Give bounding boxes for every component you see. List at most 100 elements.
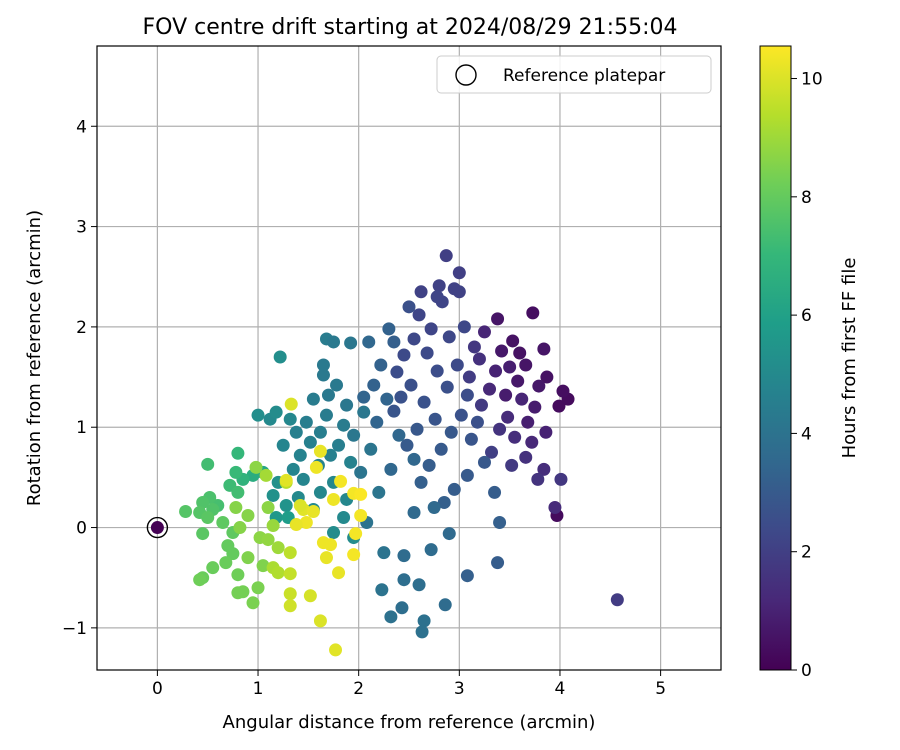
data-point: [537, 462, 551, 476]
data-point: [464, 432, 478, 446]
data-point: [266, 488, 280, 502]
data-point: [354, 509, 368, 523]
data-point: [438, 598, 452, 612]
data-point: [323, 448, 337, 462]
data-point: [269, 405, 283, 419]
data-point: [354, 487, 368, 501]
data-point: [493, 516, 507, 530]
data-point: [472, 352, 486, 366]
data-point: [319, 408, 333, 422]
data-point: [309, 460, 323, 474]
data-point: [532, 379, 546, 393]
data-point: [283, 599, 297, 613]
data-point: [397, 549, 411, 563]
data-point: [286, 462, 300, 476]
x-tick-label: 4: [555, 679, 566, 699]
data-point: [283, 567, 297, 581]
data-point: [539, 425, 553, 439]
data-point: [279, 473, 293, 487]
data-point: [347, 428, 361, 442]
data-point: [444, 425, 458, 439]
data-point: [412, 578, 426, 592]
data-point: [495, 344, 509, 358]
data-point: [334, 474, 348, 488]
data-point: [432, 279, 446, 293]
data-point: [231, 568, 245, 582]
data-point: [390, 365, 404, 379]
data-point: [303, 435, 317, 449]
data-point: [364, 442, 378, 456]
data-point: [489, 364, 503, 378]
data-point: [337, 511, 351, 525]
colorbar-tick-label: 2: [801, 543, 812, 563]
x-tick-label: 2: [353, 679, 364, 699]
data-point: [422, 458, 436, 472]
legend-box: [436, 55, 712, 94]
data-point: [417, 614, 431, 628]
data-point: [400, 438, 414, 452]
data-point: [340, 398, 354, 412]
data-point: [284, 397, 298, 411]
data-point: [179, 504, 193, 518]
data-point: [384, 462, 398, 476]
data-point: [392, 428, 406, 442]
reference-point: [150, 521, 164, 535]
data-point: [506, 334, 520, 348]
data-point: [525, 435, 539, 449]
data-point: [491, 312, 505, 326]
data-point: [271, 541, 285, 555]
data-point: [256, 559, 270, 573]
y-axis-ticks: −1 0 1 2 3 4: [62, 117, 97, 639]
data-point: [499, 388, 513, 402]
data-point: [266, 519, 280, 533]
data-point: [337, 418, 351, 432]
data-point: [249, 460, 263, 474]
colorbar-tick-label: 6: [801, 306, 812, 326]
data-point: [488, 485, 502, 499]
data-point: [283, 587, 297, 601]
data-point: [226, 547, 240, 561]
colorbar-tick-label: 10: [801, 70, 823, 90]
data-point: [261, 533, 275, 547]
data-point: [276, 438, 290, 452]
data-point: [289, 518, 303, 532]
data-point: [251, 581, 265, 595]
y-tick-label: −1: [62, 619, 87, 639]
data-point: [229, 500, 243, 514]
y-tick-label: 2: [76, 318, 87, 338]
data-point: [447, 482, 461, 496]
data-point: [395, 601, 409, 615]
data-point: [407, 332, 421, 346]
data-point: [319, 551, 333, 565]
x-axis-ticks: 0 1 2 3 4 5: [152, 670, 666, 699]
legend-entry-reference-platepar: Reference platepar: [503, 66, 665, 86]
data-point: [231, 485, 245, 499]
x-tick-label: 1: [253, 679, 264, 699]
data-point: [283, 546, 297, 560]
data-point: [241, 509, 255, 523]
y-tick-label: 3: [76, 218, 87, 238]
legend: Reference platepar: [436, 55, 712, 94]
x-axis-label: Angular distance from reference (arcmin): [223, 712, 596, 733]
data-point: [521, 415, 535, 429]
data-point: [283, 412, 297, 426]
data-point: [515, 392, 529, 406]
data-point: [196, 527, 210, 541]
data-point: [537, 342, 551, 356]
data-point: [313, 485, 327, 499]
data-point: [397, 348, 411, 362]
data-point: [424, 322, 438, 336]
colorbar-tick-label: 0: [801, 661, 812, 681]
data-point: [462, 370, 476, 384]
data-point: [394, 390, 408, 404]
data-point: [362, 335, 376, 349]
data-point: [519, 358, 533, 372]
data-point: [206, 561, 220, 575]
data-point: [414, 285, 428, 299]
data-points: [179, 249, 624, 657]
data-point: [354, 465, 368, 479]
data-point: [219, 556, 233, 570]
data-point: [556, 384, 570, 398]
data-point: [528, 400, 542, 414]
